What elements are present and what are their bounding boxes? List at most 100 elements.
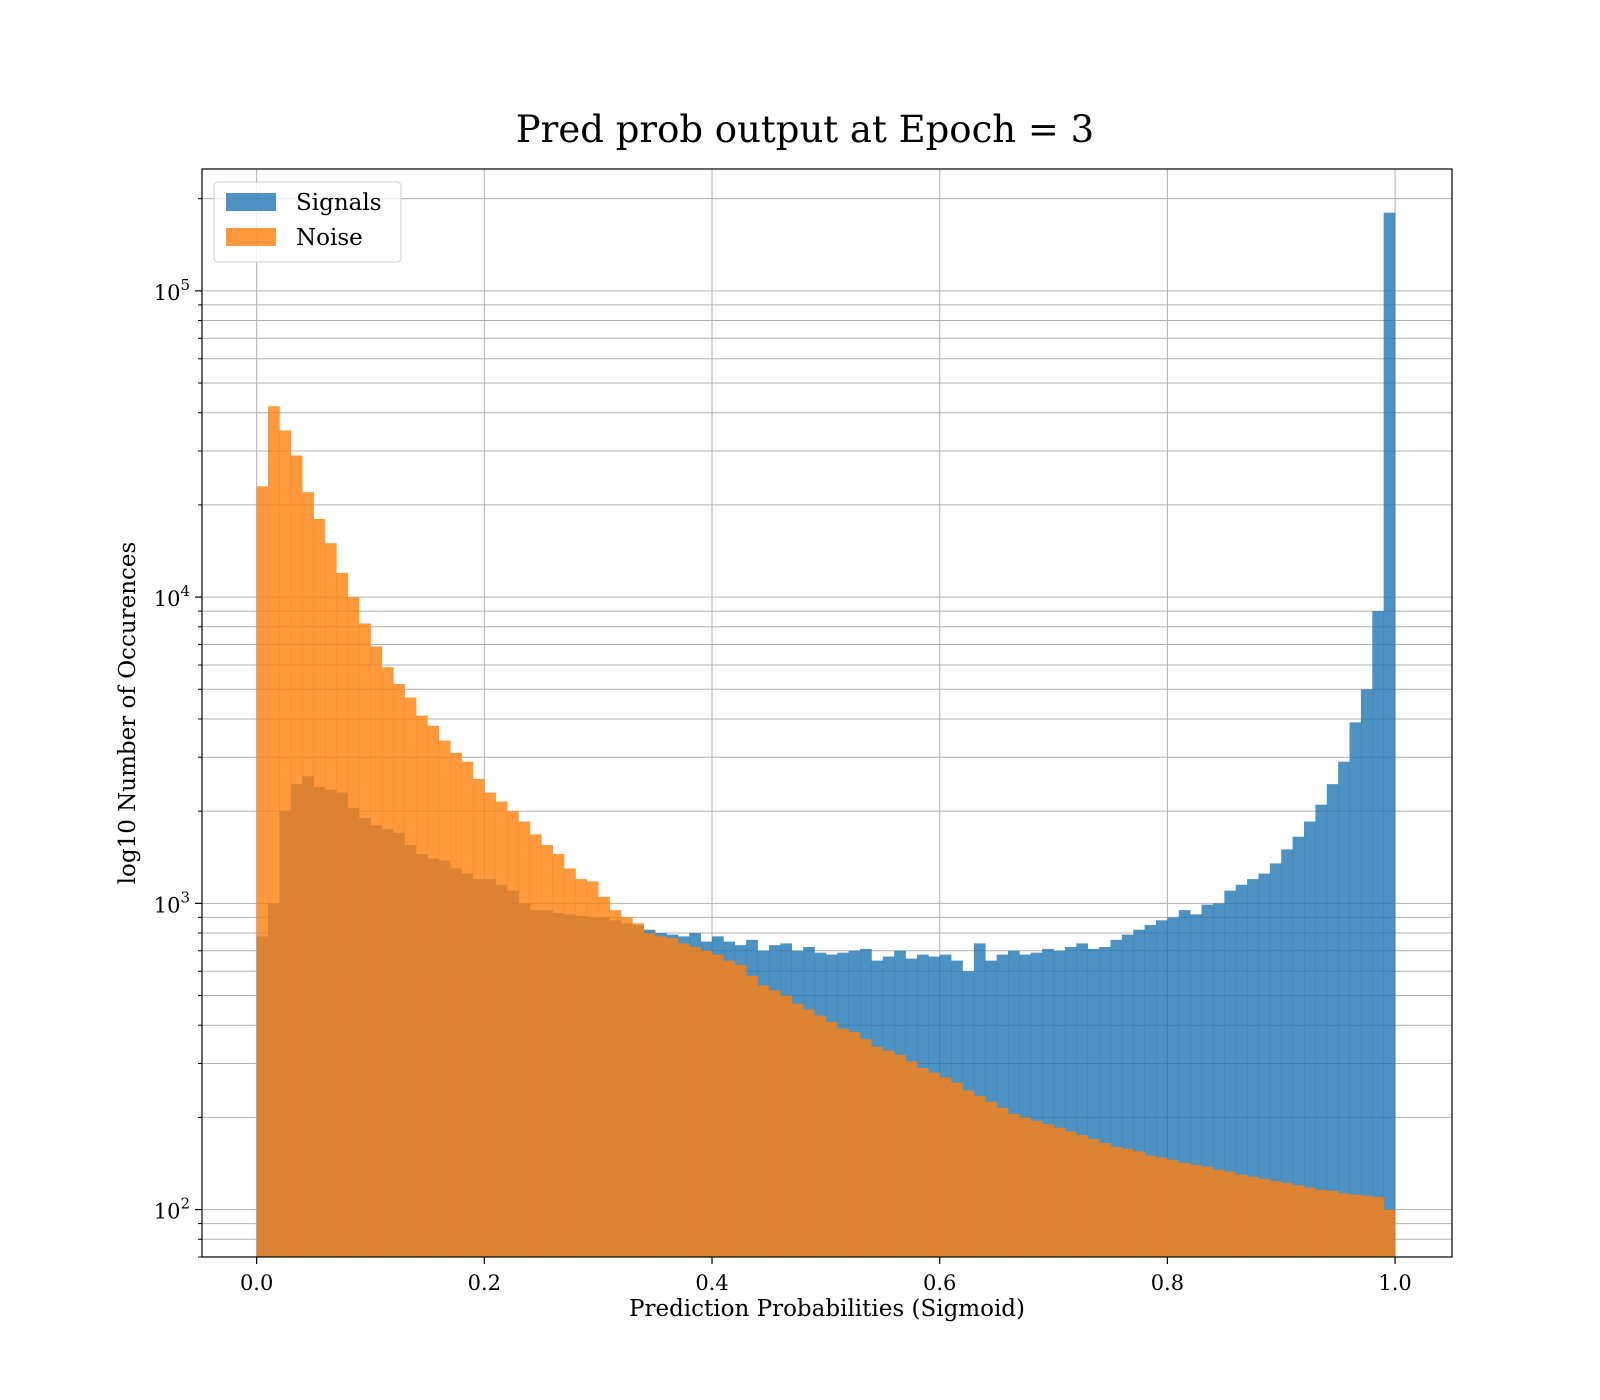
bar-noise [677, 943, 690, 1257]
bar-noise [279, 430, 292, 1257]
bar-noise [780, 995, 793, 1257]
y-tick-label: 102 [154, 1195, 190, 1224]
bar-noise [529, 834, 542, 1257]
bar-noise [609, 910, 622, 1257]
bar-noise [985, 1101, 997, 1257]
bar-noise [666, 938, 679, 1257]
bar-noise [1133, 1151, 1145, 1257]
bar-signals [1144, 924, 1157, 1257]
bar-noise [427, 725, 440, 1257]
bar-noise [1087, 1138, 1100, 1257]
bar-noise [336, 572, 349, 1257]
bar-noise [894, 1054, 906, 1257]
bar-noise [939, 1077, 952, 1257]
bar-noise [632, 923, 645, 1257]
bar-noise [837, 1028, 849, 1257]
bar-noise [495, 801, 508, 1257]
bar-noise [1269, 1180, 1282, 1257]
bar-signals [996, 954, 1009, 1257]
bar-signals [1269, 863, 1282, 1257]
bar-noise [1064, 1131, 1077, 1257]
bars [256, 212, 1396, 1258]
bar-signals [1064, 947, 1077, 1257]
bar-noise [324, 543, 337, 1257]
bar-noise [723, 960, 736, 1257]
bar-noise [518, 821, 531, 1257]
y-axis-label: log10 Number of Occurences [115, 542, 141, 885]
bar-noise [712, 954, 724, 1257]
bar-signals [1030, 952, 1043, 1257]
bar-noise [1258, 1178, 1271, 1257]
legend-label-noise: Noise [296, 225, 363, 251]
legend-label-signals: Signals [296, 190, 382, 216]
bar-noise [916, 1067, 929, 1257]
bar-signals [1281, 849, 1293, 1257]
bar-noise [1360, 1195, 1373, 1257]
bar-noise [1247, 1176, 1259, 1257]
legend-swatch-noise [226, 228, 276, 246]
bar-noise [860, 1039, 872, 1257]
bar-signals [1167, 917, 1180, 1257]
bar-noise [598, 896, 610, 1257]
y-tick-label: 105 [154, 276, 190, 305]
bar-noise [746, 975, 758, 1257]
x-tick-label: 0.4 [695, 1271, 728, 1295]
series-noise [256, 406, 1396, 1257]
bar-noise [461, 761, 474, 1257]
bar-noise [1315, 1189, 1328, 1257]
bar-noise [962, 1090, 975, 1257]
bar-noise [1190, 1164, 1202, 1257]
x-tick-label: 0.2 [468, 1271, 501, 1295]
bar-noise [290, 455, 303, 1257]
bar-noise [393, 684, 405, 1257]
bar-signals [1212, 903, 1225, 1257]
bar-signals [1042, 948, 1054, 1257]
bar-noise [564, 868, 576, 1257]
bar-noise [1304, 1187, 1316, 1257]
bar-signals [1326, 784, 1339, 1257]
bar-signals [1099, 947, 1111, 1257]
bar-noise [655, 936, 667, 1257]
chart-title: Pred prob output at Epoch = 3 [516, 108, 1094, 151]
x-axis-label: Prediction Probabilities (Sigmoid) [629, 1296, 1025, 1322]
legend-swatch-signals [226, 193, 276, 211]
bar-noise [928, 1072, 941, 1257]
bar-noise [1076, 1135, 1089, 1257]
bar-signals [1076, 943, 1089, 1257]
bar-noise [552, 853, 565, 1257]
bar-signals [1315, 804, 1328, 1257]
x-tick-label: 0.8 [1151, 1271, 1184, 1295]
x-axis: 0.0 0.2 0.4 0.6 0.8 1.0 [240, 1257, 1412, 1295]
bar-noise [1281, 1183, 1293, 1257]
bar-noise [347, 597, 360, 1257]
bar-noise [404, 697, 417, 1257]
bar-noise [905, 1061, 918, 1257]
bar-noise [1383, 1209, 1396, 1257]
bar-noise [1156, 1157, 1168, 1257]
x-tick-label: 0.0 [240, 1271, 273, 1295]
bar-noise [951, 1082, 963, 1257]
bar-noise [848, 1032, 861, 1257]
bar-noise [381, 667, 394, 1257]
bar-noise [1338, 1193, 1350, 1257]
bar-signals [1053, 950, 1066, 1257]
bar-noise [803, 1009, 815, 1257]
bar-noise [1235, 1174, 1248, 1257]
bar-noise [768, 990, 781, 1257]
bar-signals [1224, 890, 1237, 1257]
bar-noise [1144, 1155, 1157, 1257]
bar-signals [1383, 212, 1396, 1258]
bar-signals [1019, 954, 1032, 1257]
bar-noise [996, 1107, 1009, 1257]
bar-signals [1247, 879, 1259, 1257]
bar-signals [1360, 689, 1373, 1257]
bar-noise [1212, 1169, 1225, 1257]
bar-signals [1156, 920, 1168, 1257]
bar-noise [256, 486, 269, 1257]
bar-noise [1326, 1190, 1339, 1257]
bar-noise [1372, 1196, 1385, 1257]
bar-noise [1110, 1147, 1123, 1257]
bar-noise [359, 623, 371, 1257]
bar-noise [313, 518, 326, 1257]
